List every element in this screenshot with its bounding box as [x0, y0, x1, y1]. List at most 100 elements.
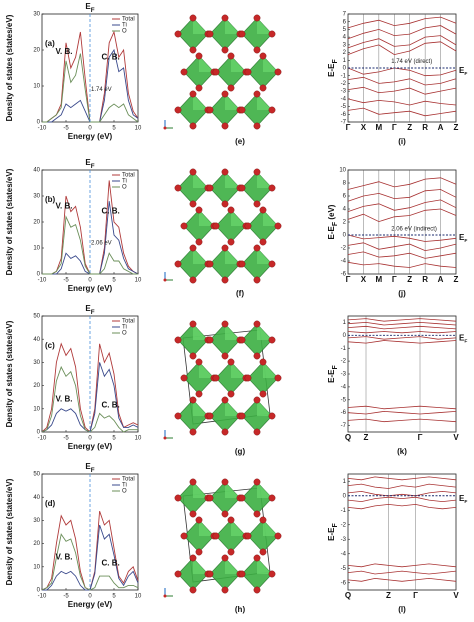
band-line [347, 570, 457, 575]
oxygen-atom [227, 390, 235, 398]
fermi-label-sub: F [464, 71, 467, 77]
y-tick-label: 10 [33, 406, 40, 412]
oxygen-atom [195, 390, 203, 398]
x-tick-label: Γ [418, 433, 423, 442]
octahedron-face [225, 400, 240, 416]
y-axis-label-main: E-E [327, 63, 336, 77]
x-tick-label: 5 [112, 594, 116, 600]
oxygen-atom [238, 260, 246, 268]
oxygen-atom [189, 276, 197, 284]
gap-label: 1.74 eV [91, 87, 112, 93]
x-tick-label: R [422, 123, 428, 132]
band-line [347, 16, 457, 29]
oxygen-atom [180, 532, 188, 540]
y-tick-label: 0 [343, 493, 347, 499]
panel-label: (b) [45, 195, 56, 204]
oxygen-atom [221, 276, 229, 284]
oxygen-atom [268, 494, 276, 502]
y-tick-label: 5 [343, 27, 347, 33]
y-tick-label: 2 [343, 220, 347, 226]
y-axis-label-sub: F [332, 364, 339, 369]
oxygen-atom [206, 570, 214, 578]
x-tick-label: 10 [135, 594, 142, 600]
x-tick-label: Z [454, 123, 459, 132]
y-tick-label: 0 [343, 66, 347, 72]
x-tick-label: -5 [63, 594, 69, 600]
fermi-label: EF [459, 494, 467, 505]
oxygen-atom [227, 84, 235, 92]
x-tick-label: Γ [392, 123, 397, 132]
x-tick-label: -5 [63, 126, 69, 132]
y-tick-label: 30 [33, 518, 40, 524]
oxygen-atom [195, 238, 203, 246]
oxygen-atom [206, 412, 214, 420]
x-tick-label: -10 [38, 126, 47, 132]
band-line [347, 331, 457, 334]
y-tick-label: 3 [343, 42, 347, 48]
oxygen-atom [274, 532, 282, 540]
x-tick-label: -5 [63, 436, 69, 442]
oxygen-atom [180, 374, 188, 382]
x-tick-label: Z [407, 123, 412, 132]
x-tick-label: Z [454, 275, 459, 284]
octahedron-face [257, 94, 272, 110]
oxygen-atom [221, 586, 229, 594]
y-tick-label: 20 [33, 541, 40, 547]
x-axis-label: Energy (eV) [68, 442, 113, 451]
oxygen-atom [189, 352, 197, 360]
y-axis-label: Density of states (states/eV) [5, 14, 14, 121]
oxygen-atom [212, 68, 220, 76]
oxygen-atom [238, 570, 246, 578]
y-tick-label: 0 [37, 430, 41, 436]
y-tick-label: 50 [33, 472, 40, 478]
band-line [347, 251, 457, 259]
band-line [347, 405, 457, 410]
y-tick-label: -2 [341, 81, 347, 87]
y-axis-label-sub: F [332, 58, 339, 63]
octahedron-face [231, 56, 246, 72]
plot-frame [347, 315, 457, 433]
octahedron-face [231, 210, 246, 226]
fermi-title-main: E [85, 2, 91, 11]
oxygen-atom [221, 510, 229, 518]
legend-label: Ti [122, 483, 127, 489]
oxygen-atom [195, 516, 203, 524]
oxygen-atom [189, 554, 197, 562]
x-axis-label: Energy (eV) [68, 600, 113, 609]
oxygen-atom [259, 52, 267, 60]
y-axis-label: E-EF (eV) [327, 204, 339, 239]
octahedron-face [257, 172, 272, 188]
x-axis-label: Energy (eV) [68, 284, 113, 293]
oxygen-atom [189, 428, 197, 436]
y-axis-label: E-EF [327, 364, 339, 382]
oxygen-atom [253, 276, 261, 284]
crystal-structure [163, 478, 282, 598]
oxygen-atom [189, 510, 197, 518]
x-tick-label: M [376, 275, 383, 284]
y-axis-label: Density of states (states/eV) [5, 168, 14, 275]
x-tick-label: 10 [135, 436, 142, 442]
oxygen-atom [174, 494, 182, 502]
oxygen-atom [195, 548, 203, 556]
fermi-label-main: E [459, 66, 465, 75]
oxygen-atom [174, 412, 182, 420]
oxygen-atom [227, 206, 235, 214]
oxygen-atom [253, 90, 261, 98]
cb-label: C. B. [102, 207, 120, 216]
y-tick-label: -7 [341, 120, 347, 126]
y-tick-label: -5 [341, 104, 347, 110]
y-tick-label: 10 [33, 84, 40, 90]
band-line [347, 476, 457, 481]
vb-label: V. B. [55, 395, 72, 404]
oxygen-atom [174, 260, 182, 268]
oxygen-atom [221, 200, 229, 208]
band-line [347, 76, 457, 86]
fermi-title: EF [85, 2, 94, 14]
fermi-title-sub: F [91, 163, 95, 170]
panel-label: (i) [398, 137, 406, 146]
band-line [347, 86, 457, 95]
y-tick-label: 7 [343, 12, 347, 18]
y-tick-label: 10 [33, 564, 40, 570]
band-line [347, 321, 457, 326]
